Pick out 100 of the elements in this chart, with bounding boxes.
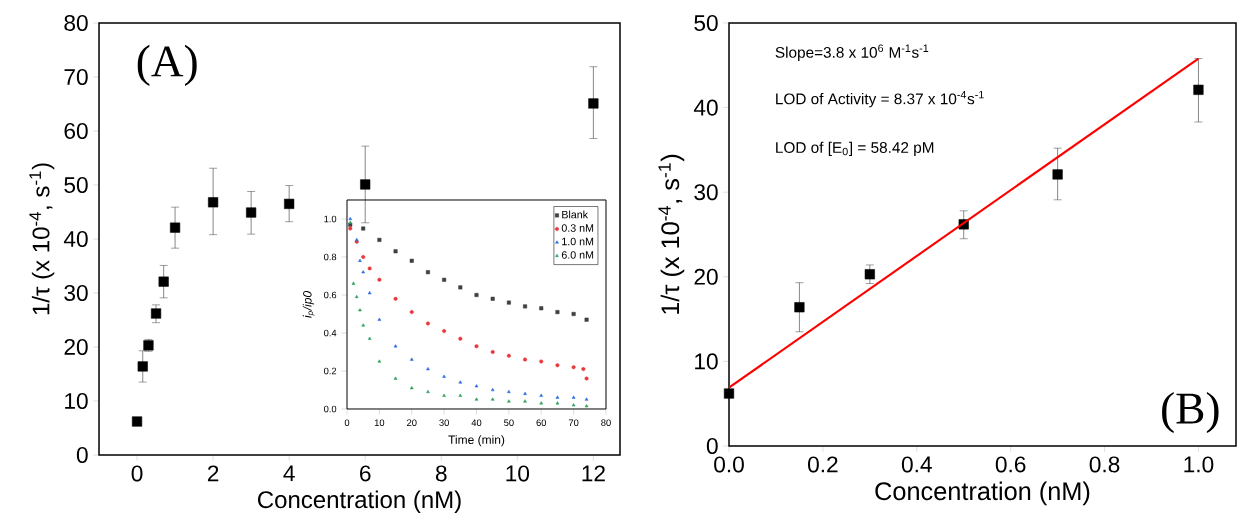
point <box>158 276 169 287</box>
point <box>348 216 353 221</box>
y-tick-label: 0.6 <box>323 291 337 299</box>
point <box>354 294 359 299</box>
x-tick-label: 2 <box>207 465 219 482</box>
legend-label: 0.3 nM <box>561 224 594 232</box>
point <box>490 387 495 392</box>
x-tick-label: 40 <box>471 419 482 426</box>
point <box>581 367 586 372</box>
point <box>458 285 463 290</box>
y-tick-label: 10 <box>695 353 718 370</box>
point <box>208 197 219 208</box>
y-axis-title: i$_{p}$/ip0 <box>302 291 315 318</box>
point <box>442 393 446 397</box>
point <box>523 399 527 403</box>
point <box>571 311 576 316</box>
y-tick-label: 60 <box>64 122 88 140</box>
x-tick-label: 60 <box>536 419 547 426</box>
y-tick-label: 10 <box>65 392 88 410</box>
point <box>137 361 148 372</box>
y-tick-label: 80 <box>64 14 88 32</box>
point <box>555 395 560 399</box>
x-tick-label: 10 <box>374 419 385 426</box>
point <box>442 329 447 334</box>
point <box>409 357 414 361</box>
point <box>555 363 560 368</box>
point <box>360 179 371 190</box>
point <box>358 308 362 312</box>
point <box>367 336 372 340</box>
x-tick-label: 0.6 <box>995 456 1026 473</box>
x-tick-label: 0 <box>131 465 143 482</box>
y-tick-label: 50 <box>694 14 718 32</box>
y-tick-label: 0.8 <box>323 253 337 261</box>
point <box>539 306 544 311</box>
point <box>393 296 398 301</box>
point <box>539 359 544 364</box>
y-tick-label: 40 <box>63 230 88 248</box>
x-tick-label: 0.4 <box>901 456 932 473</box>
y-tick-label: 0.0 <box>323 405 337 413</box>
annotation: LOD of Activity = 8.37 x 10$^{-4}$s$^{-1}$ <box>776 90 984 108</box>
point <box>794 302 805 313</box>
point <box>425 270 430 275</box>
point <box>506 300 511 305</box>
x-tick-label: 80 <box>601 419 611 426</box>
x-tick-label: 0.8 <box>1089 456 1120 473</box>
y-tick-label: 0.4 <box>323 329 337 337</box>
y-tick-label: 20 <box>64 338 88 356</box>
point <box>426 367 430 371</box>
point <box>588 98 599 109</box>
point <box>490 349 495 354</box>
y-axis-title: 1/τ (x 10$^{-4}$, s$^{-1}$) <box>29 163 55 315</box>
point <box>409 386 414 390</box>
y-tick-label: 40 <box>693 99 718 116</box>
y-tick-label: 20 <box>694 268 718 285</box>
point <box>442 277 447 282</box>
point <box>539 393 544 397</box>
x-axis-title: Concentration (nM) <box>258 490 461 513</box>
point <box>348 226 353 231</box>
point <box>377 359 382 363</box>
point <box>409 258 414 263</box>
point <box>358 258 362 262</box>
annotation: Slope=3.8 x 10$^{6}$ M$^{-1}$s$^{-1}$ <box>775 44 929 61</box>
x-tick-label: 30 <box>439 419 449 426</box>
y-tick-label: 0.2 <box>323 367 337 375</box>
point <box>539 401 544 405</box>
point <box>361 226 366 231</box>
point <box>584 376 589 381</box>
legend-label: 6.0 nM <box>561 251 594 259</box>
point <box>571 403 576 407</box>
point <box>284 198 295 209</box>
point <box>555 401 560 405</box>
x-tick-label: 6 <box>360 465 371 482</box>
point <box>150 308 162 319</box>
x-axis-title: Concentration (nM) <box>875 481 1090 506</box>
x-axis-title: Time (min) <box>448 435 505 447</box>
point <box>584 397 589 401</box>
point <box>425 321 430 326</box>
x-tick-label: 20 <box>407 419 417 426</box>
y-tick-label: 30 <box>694 184 718 201</box>
point <box>523 391 527 395</box>
point <box>571 395 576 399</box>
point <box>442 374 446 378</box>
point <box>170 222 181 233</box>
point <box>1193 84 1204 95</box>
x-tick-label: 10 <box>506 465 530 482</box>
point <box>458 380 463 384</box>
x-tick-label: 0.2 <box>808 456 838 473</box>
point <box>367 266 372 271</box>
y-tick-label: 0 <box>706 437 718 455</box>
point <box>409 310 414 315</box>
point <box>377 317 382 321</box>
point <box>571 365 576 370</box>
annotation: LOD of [E$_{0}$] = 58.42 pM <box>776 141 934 156</box>
x-tick-label: 12 <box>582 465 605 482</box>
point <box>523 304 528 309</box>
y-tick-label: 70 <box>64 68 88 86</box>
point <box>393 249 398 254</box>
point <box>458 336 463 341</box>
point <box>426 389 430 394</box>
y-axis-title: 1/τ (x 10$^{-4}$, s$^{-1}$) <box>658 154 685 314</box>
